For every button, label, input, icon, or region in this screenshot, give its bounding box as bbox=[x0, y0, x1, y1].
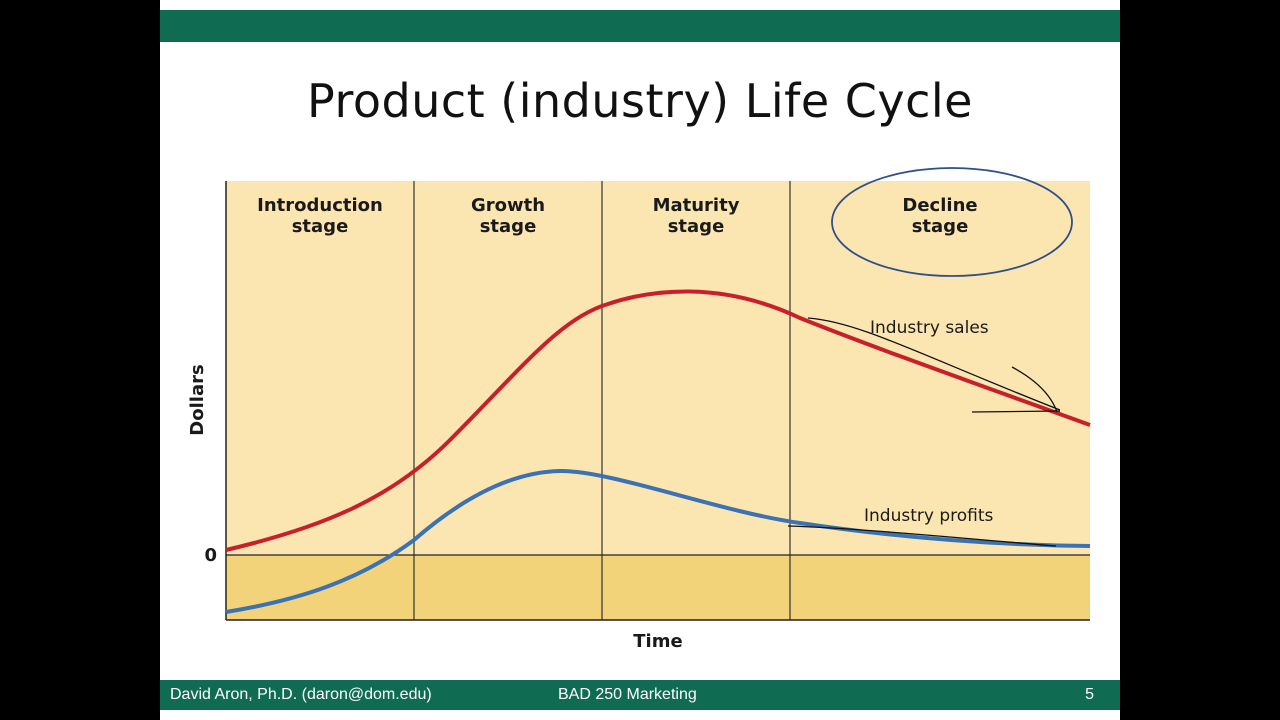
stage-label-growth-sub: stage bbox=[480, 216, 537, 237]
header-bar bbox=[160, 10, 1120, 42]
industry-sales-curve bbox=[225, 289, 1091, 552]
below-zero-region bbox=[226, 555, 1090, 620]
footer-bar: David Aron, Ph.D. (daron@dom.edu) BAD 25… bbox=[160, 680, 1120, 710]
stage-label-introduction-sub: stage bbox=[292, 216, 349, 237]
footer-course: BAD 250 Marketing bbox=[558, 686, 697, 703]
stage-label-growth: Growth bbox=[471, 195, 545, 216]
decline-highlight-circle bbox=[831, 167, 1073, 277]
profits-annotation-stroke bbox=[787, 525, 1057, 547]
life-cycle-diagram: Introduction stage Growth stage Maturity… bbox=[187, 167, 1091, 652]
stage-label-decline-sub: stage bbox=[912, 216, 969, 237]
footer-page-number: 5 bbox=[1085, 686, 1094, 703]
sales-annotation-arrow bbox=[971, 366, 1061, 413]
stage-label-maturity-sub: stage bbox=[668, 216, 725, 237]
y-axis-label: Dollars bbox=[187, 364, 208, 435]
zero-tick-label: 0 bbox=[204, 545, 217, 566]
stage-label-introduction: Introduction bbox=[257, 195, 383, 216]
stage-label-maturity: Maturity bbox=[653, 195, 740, 216]
slide-title: Product (industry) Life Cycle bbox=[307, 74, 973, 128]
footer-author: David Aron, Ph.D. (daron@dom.edu) bbox=[170, 686, 432, 703]
slide: Product (industry) Life Cycle Introducti… bbox=[160, 0, 1120, 720]
stage-label-decline: Decline bbox=[902, 195, 977, 216]
x-axis-label: Time bbox=[633, 631, 682, 652]
sales-annotation-stroke bbox=[807, 317, 1061, 411]
industry-profits-curve bbox=[225, 468, 1091, 614]
industry-profits-label: Industry profits bbox=[864, 506, 994, 526]
industry-sales-label: Industry sales bbox=[870, 318, 989, 338]
chart-background bbox=[226, 181, 1090, 620]
